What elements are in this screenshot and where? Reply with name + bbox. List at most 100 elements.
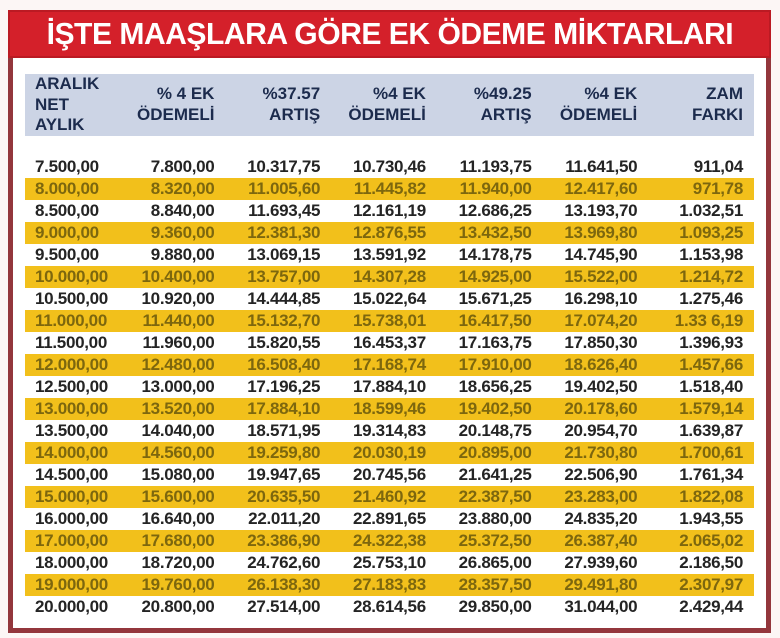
- table-cell: 12.161,19: [352, 201, 426, 221]
- table-row: 16.000,00 16.640,00 22.011,20 22.891,65 23.8…: [25, 508, 754, 530]
- table-cell: 10.920,00: [141, 289, 215, 309]
- table-cell: 15.671,25: [458, 289, 532, 309]
- table-cell: 14.178,75: [458, 245, 532, 265]
- table-cell: 11.445,82: [331, 178, 437, 201]
- table-cell: 14.307,28: [331, 266, 437, 289]
- table-cell: 20.030,19: [331, 442, 437, 465]
- table-row: 10.500,00 10.920,00 14.444,85 15.022,64 15.6…: [25, 288, 754, 310]
- table-row: 13.000,00 13.520,00 17.884,10 18.599,46 19.4…: [25, 398, 754, 421]
- table-cell: 1.093,25: [648, 222, 754, 245]
- table-cell: 11.641,50: [565, 157, 638, 177]
- table-cell: 15.738,01: [331, 310, 437, 333]
- table-cell: 29.491,80: [542, 574, 649, 597]
- table-cell: 20.148,75: [458, 421, 532, 441]
- table-cell: 13.069,15: [247, 245, 321, 265]
- table-cell: 31.044,00: [564, 597, 638, 617]
- table-cell: 28.357,50: [436, 574, 543, 597]
- table-cell: 1.822,08: [648, 486, 754, 509]
- table-cell: 1.153,98: [679, 245, 743, 265]
- table-cell: 1.761,34: [679, 465, 743, 485]
- table-cell: 11.440,00: [119, 310, 226, 333]
- table-cell: 15.132,70: [225, 310, 332, 333]
- table-cell: 8.840,00: [150, 201, 215, 221]
- table-cell: 2.307,97: [648, 574, 754, 597]
- table-cell: 14.925,00: [436, 266, 543, 289]
- table-cell: 9.500,00: [35, 245, 99, 265]
- table-cell: 26.138,30: [225, 574, 332, 597]
- table-cell: 14.745,90: [564, 245, 638, 265]
- table-row: 11.000,00 11.440,00 15.132,70 15.738,01 16.4…: [25, 310, 754, 333]
- table-cell: 19.000,00: [25, 574, 120, 597]
- table-cell: 14.560,00: [119, 442, 226, 465]
- table-cell: 14.040,00: [141, 421, 215, 441]
- page-title: İŞTE MAAŞLARA GÖRE EK ÖDEME MİKTARLARI: [46, 16, 733, 51]
- table-cell: 1.700,61: [648, 442, 754, 465]
- table-cell: 26.387,40: [542, 530, 649, 553]
- table-cell: 11.500,00: [35, 333, 107, 353]
- table-cell: 23.283,00: [542, 486, 649, 509]
- table-cell: 11.000,00: [25, 310, 120, 333]
- table-cell: 23.880,00: [458, 509, 532, 529]
- table-cell: 25.372,50: [436, 530, 543, 553]
- table-cell: 17.884,10: [352, 377, 426, 397]
- table-cell: 17.680,00: [119, 530, 226, 553]
- table-cell: 12.417,60: [542, 178, 649, 201]
- table-cell: 29.850,00: [458, 597, 532, 617]
- table-cell: 15.022,64: [352, 289, 426, 309]
- table-row: 15.000,00 15.600,00 20.635,50 21.460,92 22.3…: [25, 486, 754, 509]
- table-cell: 1.943,55: [679, 509, 743, 529]
- table-cell: 16.508,40: [225, 354, 332, 377]
- table-cell: 1.032,51: [679, 201, 743, 221]
- table-cell: 8.320,00: [119, 178, 226, 201]
- table-cell: 20.954,70: [564, 421, 638, 441]
- table-cell: 9.000,00: [25, 222, 120, 245]
- table-cell: 2.186,50: [679, 553, 743, 573]
- table-cell: 25.753,10: [352, 553, 426, 573]
- table-cell: 1.518,40: [679, 377, 743, 397]
- table-cell: 27.514,00: [247, 597, 321, 617]
- table-cell: 15.000,00: [25, 486, 120, 509]
- column-header: %4 EK ÖDEMELİ: [331, 74, 437, 137]
- table-cell: 1.396,93: [679, 333, 743, 353]
- table-cell: 17.168,74: [331, 354, 437, 377]
- column-header: ZAM FARKI: [648, 74, 754, 137]
- table-cell: 18.599,46: [331, 398, 437, 421]
- table-row: 11.500,00 11.960,00 15.820,55 16.453,37 17.1…: [25, 332, 754, 354]
- table-cell: 22.506,90: [564, 465, 638, 485]
- table-cell: 15.080,00: [141, 465, 215, 485]
- table-cell: 14.500,00: [35, 465, 108, 485]
- table-row: 8.000,00 8.320,00 11.005,60 11.445,82 11.940…: [25, 178, 754, 201]
- table-cell: 1.639,87: [679, 421, 743, 441]
- table-row: 14.000,00 14.560,00 19.259,80 20.030,19 20.8…: [25, 442, 754, 465]
- table-cell: 28.614,56: [352, 597, 426, 617]
- table-cell: 11.940,00: [436, 178, 543, 201]
- table-row: 18.000,00 18.720,00 24.762,60 25.753,10 26.8…: [25, 552, 754, 574]
- table-cell: 20.745,56: [352, 465, 426, 485]
- table-cell: 13.757,00: [225, 266, 332, 289]
- table-cell: 21.730,80: [542, 442, 649, 465]
- table-cell: 13.193,70: [564, 201, 638, 221]
- table-cell: 13.520,00: [119, 398, 226, 421]
- table-frame: ARALIK NET AYLIK% 4 EK ÖDEMELİ %37.57 ARTIŞ%…: [8, 58, 771, 634]
- table-cell: 20.895,00: [436, 442, 543, 465]
- table-cell: 20.000,00: [35, 597, 108, 617]
- table-body: 7.500,00 7.800,00 10.317,75 10.730,46 11.193…: [25, 136, 754, 618]
- table-cell: 24.762,60: [247, 553, 321, 573]
- table-cell: 16.000,00: [35, 509, 108, 529]
- table-cell: 2.429,44: [679, 597, 743, 617]
- column-header: %4 EK ÖDEMELİ: [542, 74, 649, 137]
- table-row: 8.500,00 8.840,00 11.693,45 12.161,19 12.686…: [25, 200, 754, 222]
- table-cell: 14.444,85: [247, 289, 321, 309]
- table-cell: 20.178,60: [542, 398, 649, 421]
- table-cell: 17.000,00: [25, 530, 120, 553]
- table-cell: 19.402,50: [436, 398, 543, 421]
- table-row: 14.500,00 15.080,00 19.947,65 20.745,56 21.6…: [25, 464, 754, 486]
- table-cell: 18.720,00: [141, 553, 215, 573]
- table-cell: 19.259,80: [225, 442, 332, 465]
- table-cell: 16.640,00: [141, 509, 215, 529]
- table-cell: 27.939,60: [564, 553, 638, 573]
- table-row: 13.500,00 14.040,00 18.571,95 19.314,83 20.1…: [25, 420, 754, 442]
- table-cell: 10.500,00: [35, 289, 108, 309]
- table-cell: 22.891,65: [352, 509, 426, 529]
- table-cell: 13.000,00: [25, 398, 120, 421]
